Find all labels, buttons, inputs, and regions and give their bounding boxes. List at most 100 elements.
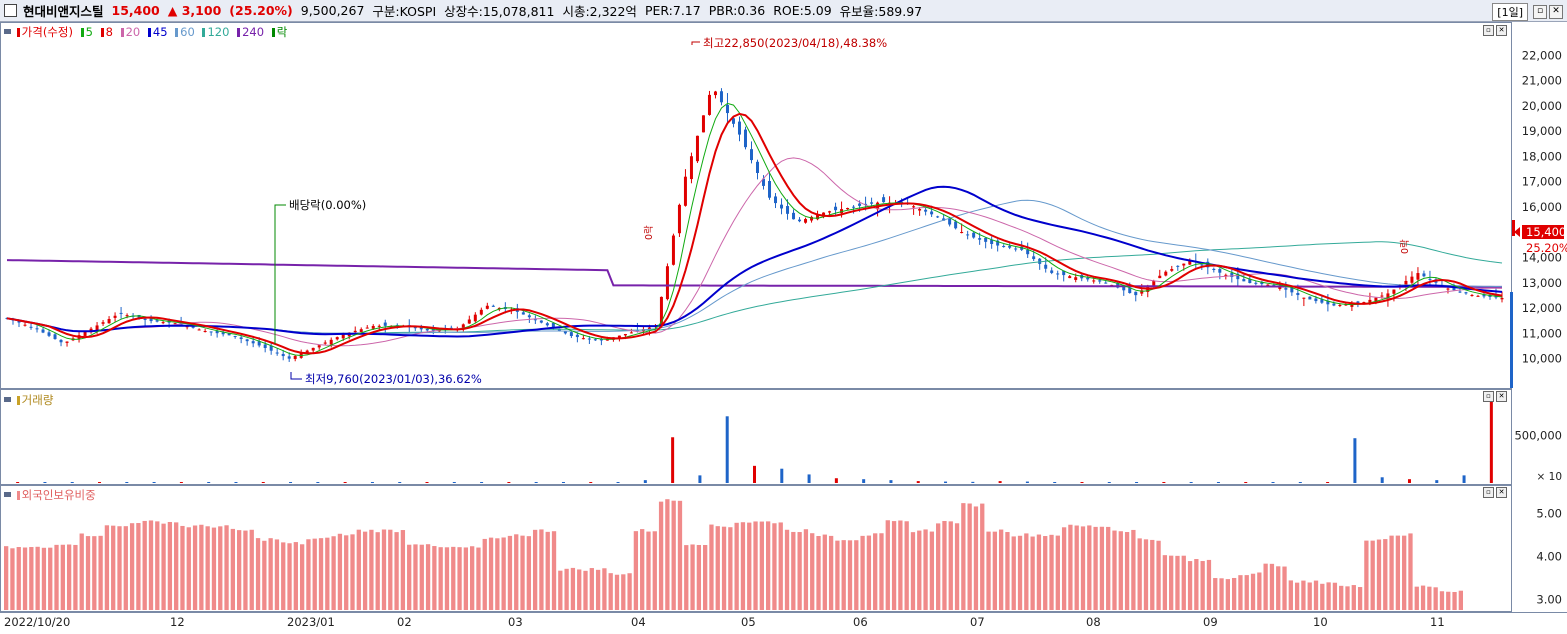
x-axis: 2022/10/20 12 2023/01 02 03 04 05 06 07 … <box>0 612 1567 631</box>
panel-close-icon[interactable]: ✕ <box>1496 391 1507 402</box>
foreign-legend-label: 외국인보유비중 <box>21 488 96 502</box>
foreign-ratio-bar <box>293 542 298 610</box>
panel-minimize-icon[interactable]: ▫ <box>1483 25 1494 36</box>
panel-handle-icon[interactable] <box>4 492 11 497</box>
y-tick-label: 12,000 <box>1522 301 1562 315</box>
foreign-ratio-bar <box>255 538 261 610</box>
foreign-ratio-bar <box>1345 586 1350 610</box>
volume-bar <box>889 480 893 483</box>
candle-body <box>1200 264 1204 266</box>
candle-body <box>972 232 976 238</box>
volume-bar <box>971 481 975 483</box>
volume-bar <box>534 482 538 483</box>
candle-body <box>275 352 279 354</box>
low-label: 최저9,760(2023/01/03),36.62% <box>305 372 482 386</box>
volume-bar <box>1326 482 1330 483</box>
volume-profile-bar <box>1510 292 1513 388</box>
candle-body <box>1260 281 1264 285</box>
candle-body <box>768 180 772 198</box>
candle-body <box>912 206 916 208</box>
candle-body <box>1068 276 1072 279</box>
candle-body <box>281 353 285 357</box>
foreign-ratio-bar <box>1332 582 1338 610</box>
foreign-ratio-bar <box>1036 534 1042 610</box>
foreign-tick-label: 5.00 <box>1536 506 1562 520</box>
period-selector[interactable]: [1일] <box>1492 3 1528 21</box>
close-icon[interactable]: ✕ <box>1549 5 1563 19</box>
ex-marker-april: 0락 <box>643 225 655 240</box>
foreign-ratio-bar <box>677 500 683 610</box>
candle-body <box>269 345 273 351</box>
foreign-ratio-bar <box>577 569 582 610</box>
foreign-ratio-bar <box>117 526 122 610</box>
foreign-ratio-bar <box>1093 526 1098 610</box>
volume-bar <box>1080 482 1084 483</box>
volume-bar <box>43 482 47 483</box>
foreign-ratio-bar <box>740 522 746 610</box>
candle-body <box>377 325 381 327</box>
candle-body <box>1044 264 1048 269</box>
foreign-ratio-bar <box>1433 587 1438 610</box>
reserve-ratio: 유보율:589.97 <box>839 4 923 19</box>
select-checkbox[interactable] <box>4 4 17 17</box>
stock-chart[interactable]: 22,000 21,000 20,000 19,000 18,000 17,000 16,0… <box>0 22 1567 634</box>
foreign-ratio-bar <box>703 545 708 610</box>
volume-bar <box>125 482 129 483</box>
candle-body <box>798 219 802 222</box>
panel-minimize-icon[interactable]: ▫ <box>1483 391 1494 402</box>
foreign-ratio-bar <box>1043 536 1048 610</box>
x-axis-label: 09 <box>1203 615 1218 629</box>
foreign-ratio-bar <box>155 521 160 610</box>
candle-body <box>161 322 165 324</box>
foreign-ratio-bar <box>1175 555 1180 610</box>
foreign-ratio-bar <box>1402 535 1407 610</box>
candle-body <box>810 216 814 221</box>
panel-minimize-icon[interactable]: ▫ <box>1483 487 1494 498</box>
market-cap: 시총:2,322억 <box>562 4 637 19</box>
y-tick-label: 17,000 <box>1522 175 1562 189</box>
foreign-ratio-bar <box>268 538 273 610</box>
candle-body <box>209 331 213 333</box>
foreign-ratio-bar <box>1408 533 1413 610</box>
x-axis-label: 04 <box>631 615 646 629</box>
foreign-ratio-bar <box>1087 525 1092 610</box>
foreign-ratio-bar <box>646 531 651 610</box>
foreign-ratio-bar <box>1395 535 1401 610</box>
candle-body <box>719 91 723 103</box>
y-tick-label: 20,000 <box>1522 99 1562 113</box>
restore-icon[interactable]: ▫ <box>1533 5 1547 19</box>
candle-body <box>936 216 940 218</box>
candle-body <box>852 206 856 208</box>
panel-close-icon[interactable]: ✕ <box>1496 25 1507 36</box>
foreign-ratio-bar <box>847 540 853 610</box>
candle-body <box>95 325 99 331</box>
foreign-ratio-bar <box>1269 563 1275 610</box>
foreign-ratio-bar <box>967 503 972 610</box>
panel-close-icon[interactable]: ✕ <box>1496 487 1507 498</box>
candle-body <box>197 329 201 331</box>
volume-bar <box>1107 482 1111 483</box>
foreign-ratio-bar <box>835 540 840 610</box>
candle-body <box>251 341 255 344</box>
candle-body <box>539 320 543 323</box>
candle-body <box>1500 298 1504 300</box>
foreign-ratio-bar <box>10 548 15 610</box>
foreign-ratio-bar <box>507 535 513 610</box>
candle-body <box>1164 271 1168 276</box>
volume-bar <box>1407 479 1411 483</box>
panel-handle-icon[interactable] <box>4 397 11 402</box>
panel-handle-icon[interactable] <box>4 29 11 34</box>
high-annotation: 최고22,850(2023/04/18),48.38% <box>691 36 887 50</box>
foreign-ratio-bar <box>432 546 437 610</box>
foreign-ratio-bar <box>218 526 223 610</box>
foreign-ratio-bar <box>936 523 941 610</box>
foreign-ratio-bar <box>885 520 890 610</box>
foreign-ratio-bar <box>230 528 236 610</box>
candle-body <box>942 218 946 221</box>
legend-ma240: 240 <box>237 25 264 39</box>
foreign-ratio-bar <box>860 535 865 610</box>
candle-body <box>359 329 363 333</box>
candle-body <box>846 208 850 210</box>
foreign-ratio-bar <box>1011 536 1016 610</box>
foreign-ratio-bar <box>85 536 91 610</box>
